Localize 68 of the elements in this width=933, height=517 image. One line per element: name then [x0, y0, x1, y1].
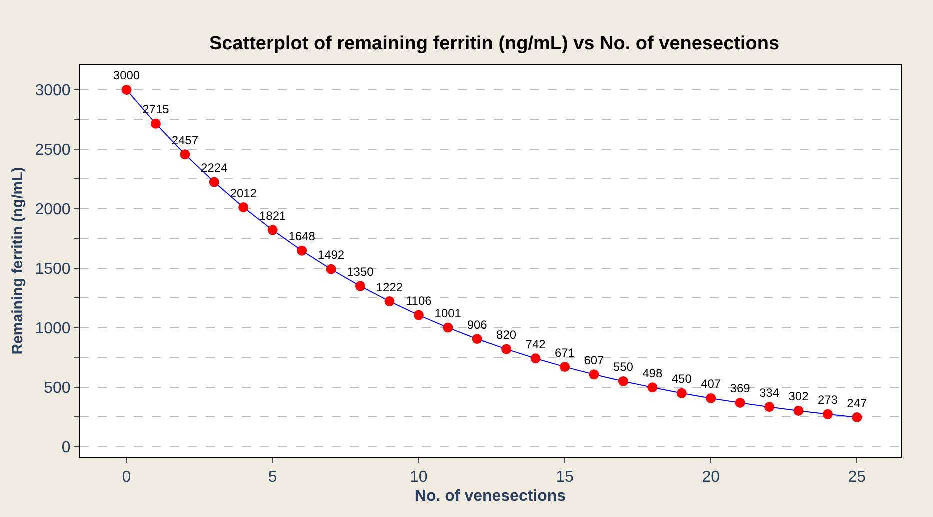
- point: [122, 84, 132, 95]
- point: [150, 118, 161, 129]
- point: [560, 362, 570, 372]
- data-label: 450: [672, 372, 692, 386]
- point: [530, 354, 541, 364]
- x-tick-label: 5: [268, 469, 278, 486]
- data-label: 1821: [259, 209, 286, 223]
- data-label: 498: [642, 366, 663, 380]
- data-label: 1106: [406, 294, 432, 308]
- data-label: 369: [730, 382, 751, 396]
- chart-title: Scatterplot of remaining ferritin (ng/mL) vs No. of venesections: [209, 33, 780, 54]
- data-label: 334: [760, 386, 780, 400]
- y-tick-label: 1500: [35, 261, 71, 278]
- point: [502, 344, 512, 354]
- point: [238, 202, 249, 213]
- x-tick-label: 0: [122, 469, 132, 486]
- point: [822, 409, 833, 420]
- point: [589, 370, 600, 380]
- point: [209, 177, 220, 188]
- data-label: 2715: [142, 102, 170, 117]
- y-tick-label: 0: [62, 439, 71, 456]
- data-label: 1648: [288, 230, 316, 244]
- y-tick-label: 1000: [35, 320, 71, 338]
- y-tick-label: 2000: [35, 202, 71, 219]
- data-label: 302: [788, 390, 810, 404]
- data-label: 906: [467, 318, 488, 332]
- data-label: 2457: [172, 133, 199, 148]
- point: [355, 281, 366, 292]
- x-tick-label: 20: [702, 469, 720, 486]
- y-axis-title: Remaining ferritin (ng/mL): [9, 167, 26, 355]
- point: [852, 412, 862, 422]
- point: [472, 334, 482, 344]
- point: [414, 310, 424, 320]
- data-label: 1350: [347, 265, 374, 280]
- x-axis-title: No. of venesections: [414, 488, 566, 505]
- point: [764, 402, 775, 412]
- data-label: 1492: [318, 248, 345, 262]
- y-tick-label: 500: [44, 380, 71, 397]
- point: [676, 388, 687, 398]
- x-tick-label: 10: [410, 469, 428, 486]
- point: [268, 225, 278, 236]
- y-tick-label: 2500: [35, 142, 71, 160]
- data-label: 1222: [376, 280, 404, 294]
- data-label: 820: [496, 328, 517, 342]
- point: [735, 398, 746, 408]
- point: [297, 246, 308, 256]
- data-label: 607: [584, 353, 605, 368]
- point: [648, 382, 658, 393]
- data-label: 247: [847, 396, 868, 410]
- x-tick-label: 25: [848, 469, 866, 486]
- data-label: 273: [818, 393, 838, 408]
- point: [384, 296, 395, 307]
- point: [618, 376, 628, 386]
- data-label: 742: [526, 337, 546, 352]
- data-label: 1001: [434, 306, 462, 321]
- point: [326, 264, 336, 274]
- data-label: 2012: [230, 186, 258, 200]
- point: [443, 322, 454, 333]
- point: [794, 406, 804, 416]
- data-label: 3000: [113, 68, 140, 83]
- y-tick-label: 3000: [35, 82, 71, 100]
- data-label: 2224: [201, 161, 228, 176]
- data-label: 550: [613, 360, 634, 374]
- point: [706, 393, 716, 404]
- point: [180, 150, 190, 160]
- data-label: 671: [554, 346, 576, 360]
- x-tick-label: 15: [556, 469, 574, 486]
- data-label: 407: [701, 377, 722, 392]
